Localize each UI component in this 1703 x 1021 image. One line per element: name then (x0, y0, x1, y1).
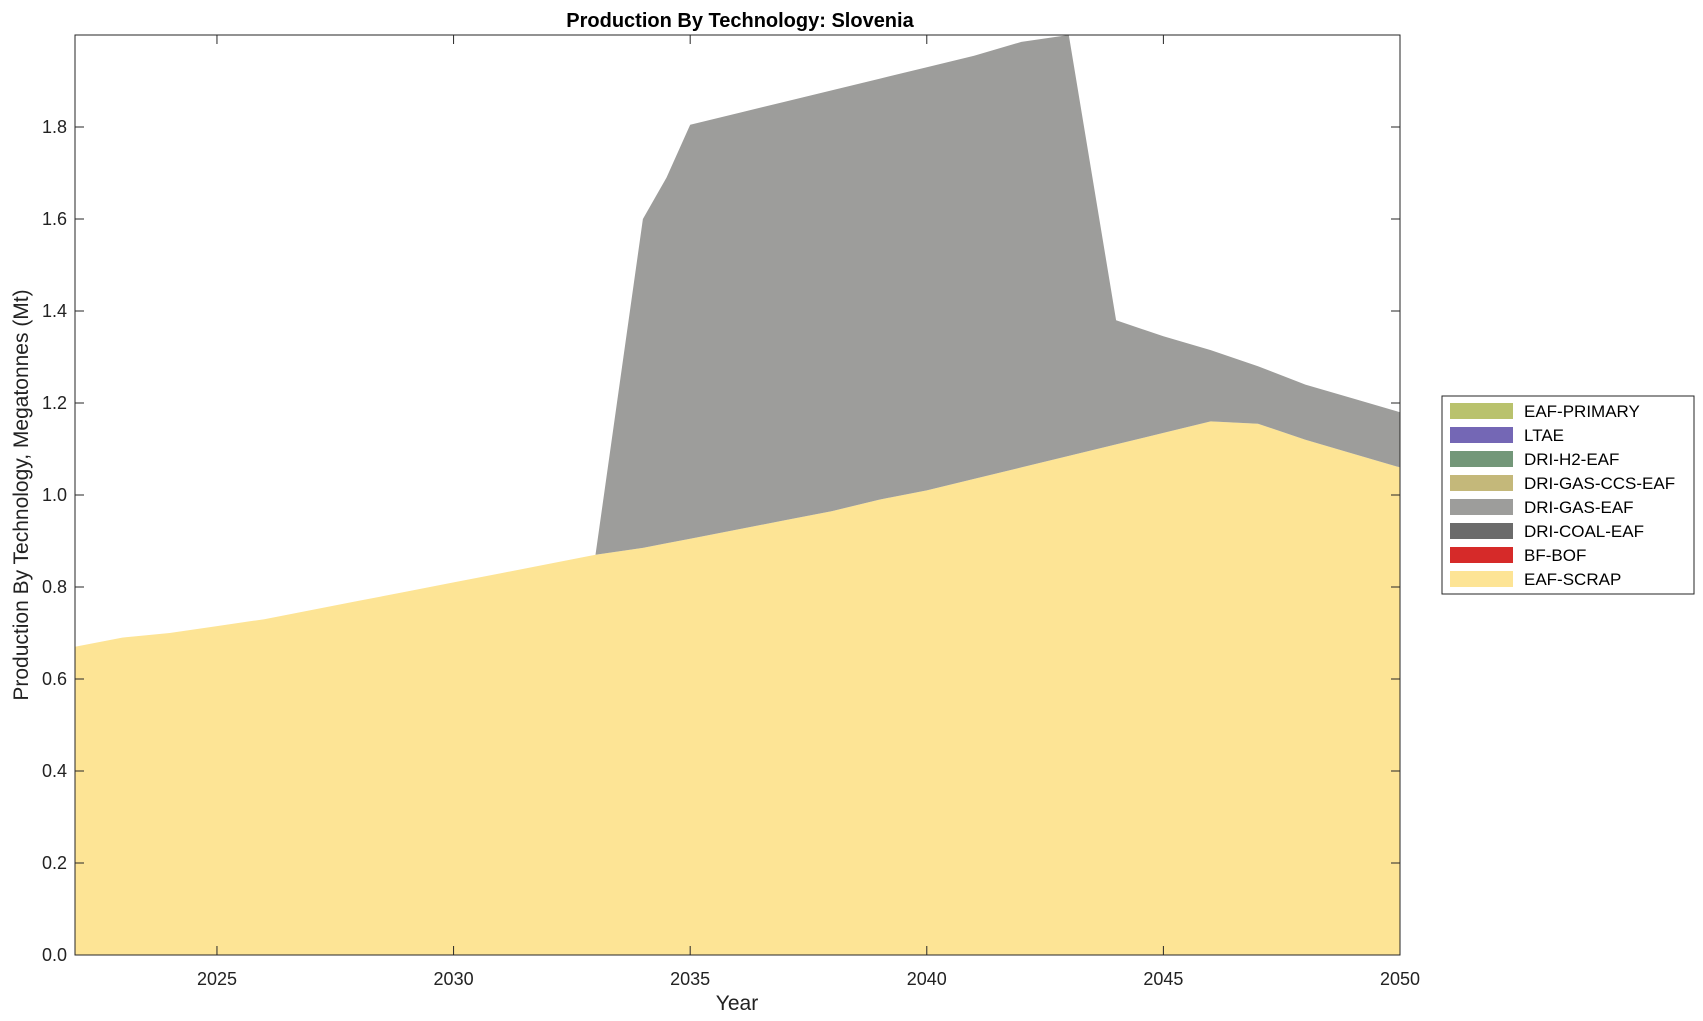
area-eaf-scrap (75, 421, 1400, 955)
y-tick-label: 1.4 (42, 301, 67, 321)
x-axis-title: Year (716, 992, 758, 1015)
legend-label-dri-coal-eaf: DRI-COAL-EAF (1524, 522, 1644, 541)
y-tick-label: 1.0 (42, 485, 67, 505)
legend-swatch-bf-bof (1450, 547, 1513, 563)
axis-ticks-layer: 2025 2030 2035 2040 2045 2050 0.0 0.2 0.4 0.6 0.8 1… (42, 35, 1420, 989)
y-axis-title: Production By Technology, Megatonnes (Mt… (10, 289, 33, 700)
y-tick-label: 0.2 (42, 853, 67, 873)
chart-title: Production By Technology: Slovenia (566, 10, 914, 32)
x-tick-label: 2045 (1143, 969, 1183, 989)
y-tick-label: 0.0 (42, 945, 67, 965)
x-tick-label: 2050 (1380, 969, 1420, 989)
legend-label-ltae: LTAE (1524, 426, 1564, 445)
y-tick-label: 0.4 (42, 761, 67, 781)
y-tick-label: 1.8 (42, 117, 67, 137)
x-tick-label: 2025 (197, 969, 237, 989)
legend-label-bf-bof: BF-BOF (1524, 546, 1586, 565)
legend-swatch-dri-gas-eaf (1450, 499, 1513, 515)
legend: EAF-PRIMARY LTAE DRI-H2-EAF DRI-GAS-CCS-EAF… (1441, 395, 1695, 595)
area-series-layer (75, 35, 1400, 955)
legend-label-eaf-scrap: EAF-SCRAP (1524, 570, 1621, 589)
area-dri-gas-eaf (75, 35, 1400, 647)
legend-swatch-dri-gas-ccs-eaf (1450, 475, 1513, 491)
legend-label-dri-h2-eaf: DRI-H2-EAF (1524, 450, 1619, 469)
legend-label-dri-gas-ccs-eaf: DRI-GAS-CCS-EAF (1524, 474, 1675, 493)
legend-swatch-dri-h2-eaf (1450, 451, 1513, 467)
legend-swatch-ltae (1450, 427, 1513, 443)
x-tick-label: 2030 (434, 969, 474, 989)
legend-swatch-dri-coal-eaf (1450, 523, 1513, 539)
y-tick-label: 0.6 (42, 669, 67, 689)
legend-label-dri-gas-eaf: DRI-GAS-EAF (1524, 498, 1634, 517)
legend-swatch-eaf-scrap (1450, 571, 1513, 587)
y-tick-label: 1.2 (42, 393, 67, 413)
x-tick-label: 2040 (907, 969, 947, 989)
legend-swatch-eaf-primary (1450, 403, 1513, 419)
y-tick-label: 1.6 (42, 209, 67, 229)
legend-label-eaf-primary: EAF-PRIMARY (1524, 402, 1640, 421)
x-tick-label: 2035 (670, 969, 710, 989)
y-tick-label: 0.8 (42, 577, 67, 597)
